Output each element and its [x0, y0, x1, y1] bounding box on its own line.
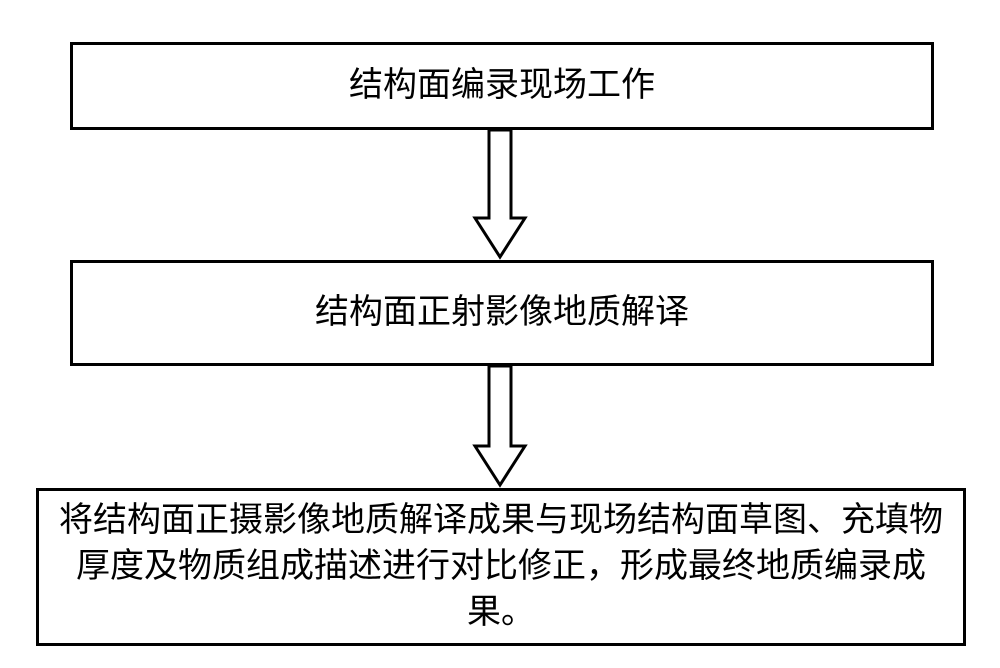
process-box-1-label: 结构面编录现场工作 [349, 63, 655, 109]
arrow-down-1-icon [472, 130, 528, 260]
flowchart-canvas: 结构面编录现场工作 结构面正射影像地质解译 将结构面正摄影像地质解译成果与现场结… [0, 0, 1000, 668]
process-box-3: 将结构面正摄影像地质解译成果与现场结构面草图、充填物厚度及物质组成描述进行对比修… [36, 488, 966, 646]
process-box-2: 结构面正射影像地质解译 [70, 260, 934, 366]
process-box-1: 结构面编录现场工作 [70, 42, 934, 130]
arrow-down-2-icon [472, 366, 528, 488]
process-box-3-label: 将结构面正摄影像地质解译成果与现场结构面草图、充填物厚度及物质组成描述进行对比修… [49, 498, 953, 636]
process-box-2-label: 结构面正射影像地质解译 [315, 290, 689, 336]
